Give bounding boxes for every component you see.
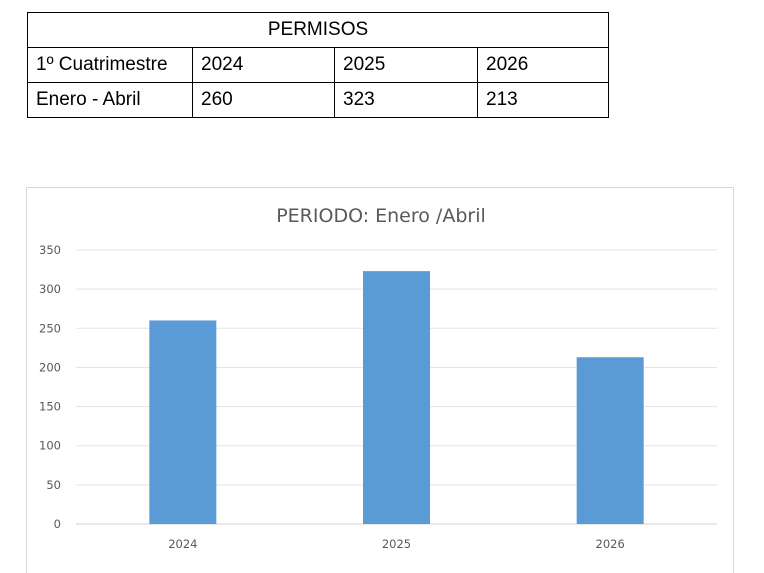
table-cell: Enero - Abril (27, 82, 193, 118)
permisos-table: PERMISOS 1º Cuatrimestre 2024 2025 2026 … (27, 12, 609, 118)
y-tick-label: 100 (39, 439, 61, 453)
table-header-cell: 2025 (334, 47, 478, 83)
table-header-cell: 2024 (192, 47, 335, 83)
table-header-cell: 2026 (477, 47, 609, 83)
table-header-cell: 1º Cuatrimestre (27, 47, 193, 83)
bar-chart: PERIODO: Enero /Abril 0 50 100 150 200 250 300… (26, 187, 734, 573)
y-tick-label: 300 (39, 282, 61, 296)
bar-2025 (363, 271, 430, 524)
table-cell: 213 (477, 82, 609, 118)
table-cell: 323 (334, 82, 478, 118)
x-tick-label: 2026 (596, 537, 625, 551)
y-axis-ticks: 0 50 100 150 200 250 300 350 (39, 243, 61, 531)
y-tick-label: 150 (39, 400, 61, 414)
y-tick-label: 50 (46, 478, 61, 492)
chart-canvas: PERIODO: Enero /Abril 0 50 100 150 200 250 300… (39, 205, 717, 551)
table-title-row: PERMISOS (27, 12, 609, 48)
bars (149, 271, 644, 524)
x-tick-label: 2025 (382, 537, 411, 551)
table-row: Enero - Abril 260 323 213 (27, 82, 609, 118)
table-header-row: 1º Cuatrimestre 2024 2025 2026 (27, 47, 609, 83)
y-tick-label: 0 (54, 517, 61, 531)
chart-title: PERIODO: Enero /Abril (276, 205, 486, 227)
table-title: PERMISOS (27, 12, 609, 48)
x-tick-label: 2024 (168, 537, 197, 551)
table-cell: 260 (192, 82, 335, 118)
bar-2024 (149, 320, 217, 524)
x-axis-ticks: 2024 2025 2026 (168, 537, 625, 551)
y-tick-label: 350 (39, 243, 61, 257)
bar-2026 (576, 357, 644, 524)
y-tick-label: 200 (39, 360, 61, 374)
y-tick-label: 250 (39, 321, 61, 335)
